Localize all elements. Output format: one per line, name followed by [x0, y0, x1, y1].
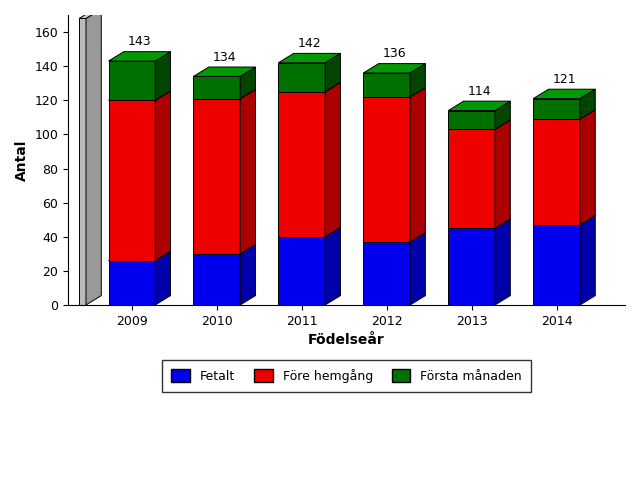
Polygon shape	[364, 87, 426, 97]
Polygon shape	[410, 87, 426, 242]
Text: 142: 142	[298, 37, 321, 50]
Text: 136: 136	[383, 47, 406, 60]
Polygon shape	[325, 83, 340, 237]
Polygon shape	[533, 119, 580, 225]
Polygon shape	[193, 67, 255, 76]
Polygon shape	[448, 120, 510, 129]
Polygon shape	[278, 63, 325, 92]
Polygon shape	[109, 91, 170, 100]
Polygon shape	[86, 9, 101, 305]
Polygon shape	[109, 261, 156, 305]
Polygon shape	[193, 89, 255, 98]
Polygon shape	[240, 244, 255, 305]
Polygon shape	[156, 52, 170, 100]
Polygon shape	[193, 98, 240, 254]
Polygon shape	[278, 83, 340, 92]
Polygon shape	[448, 101, 510, 110]
Polygon shape	[109, 52, 170, 61]
Polygon shape	[278, 92, 325, 237]
Polygon shape	[533, 225, 580, 305]
Polygon shape	[495, 219, 510, 305]
Polygon shape	[278, 228, 340, 237]
Polygon shape	[109, 251, 170, 261]
Polygon shape	[364, 232, 426, 242]
Polygon shape	[109, 100, 156, 261]
Polygon shape	[193, 254, 240, 305]
Polygon shape	[495, 101, 510, 129]
Polygon shape	[410, 64, 426, 97]
Polygon shape	[278, 53, 340, 63]
Polygon shape	[533, 98, 580, 119]
Text: 114: 114	[467, 85, 491, 98]
Polygon shape	[533, 216, 595, 225]
Polygon shape	[325, 228, 340, 305]
Polygon shape	[240, 67, 255, 98]
Polygon shape	[448, 228, 495, 305]
Polygon shape	[580, 216, 595, 305]
Text: 143: 143	[128, 35, 151, 48]
Polygon shape	[79, 9, 101, 18]
Text: 121: 121	[552, 73, 576, 86]
Y-axis label: Antal: Antal	[15, 139, 29, 180]
Polygon shape	[495, 120, 510, 228]
Polygon shape	[580, 109, 595, 225]
Polygon shape	[240, 89, 255, 254]
Polygon shape	[109, 61, 156, 100]
Polygon shape	[278, 237, 325, 305]
Polygon shape	[364, 242, 410, 305]
Polygon shape	[448, 129, 495, 228]
Polygon shape	[193, 244, 255, 254]
Text: 134: 134	[212, 50, 236, 64]
Polygon shape	[580, 89, 595, 119]
Polygon shape	[193, 76, 240, 98]
Polygon shape	[364, 64, 426, 73]
Polygon shape	[156, 91, 170, 261]
Polygon shape	[156, 251, 170, 305]
Polygon shape	[364, 73, 410, 97]
Polygon shape	[448, 110, 495, 129]
Legend: Fetalt, Före hemgång, Första månaden: Fetalt, Före hemgång, Första månaden	[163, 360, 531, 392]
Polygon shape	[410, 232, 426, 305]
Polygon shape	[364, 97, 410, 242]
Polygon shape	[533, 109, 595, 119]
X-axis label: Födelseår: Födelseår	[308, 333, 385, 347]
Polygon shape	[533, 89, 595, 98]
Polygon shape	[448, 219, 510, 228]
Polygon shape	[79, 18, 86, 305]
Polygon shape	[325, 53, 340, 92]
